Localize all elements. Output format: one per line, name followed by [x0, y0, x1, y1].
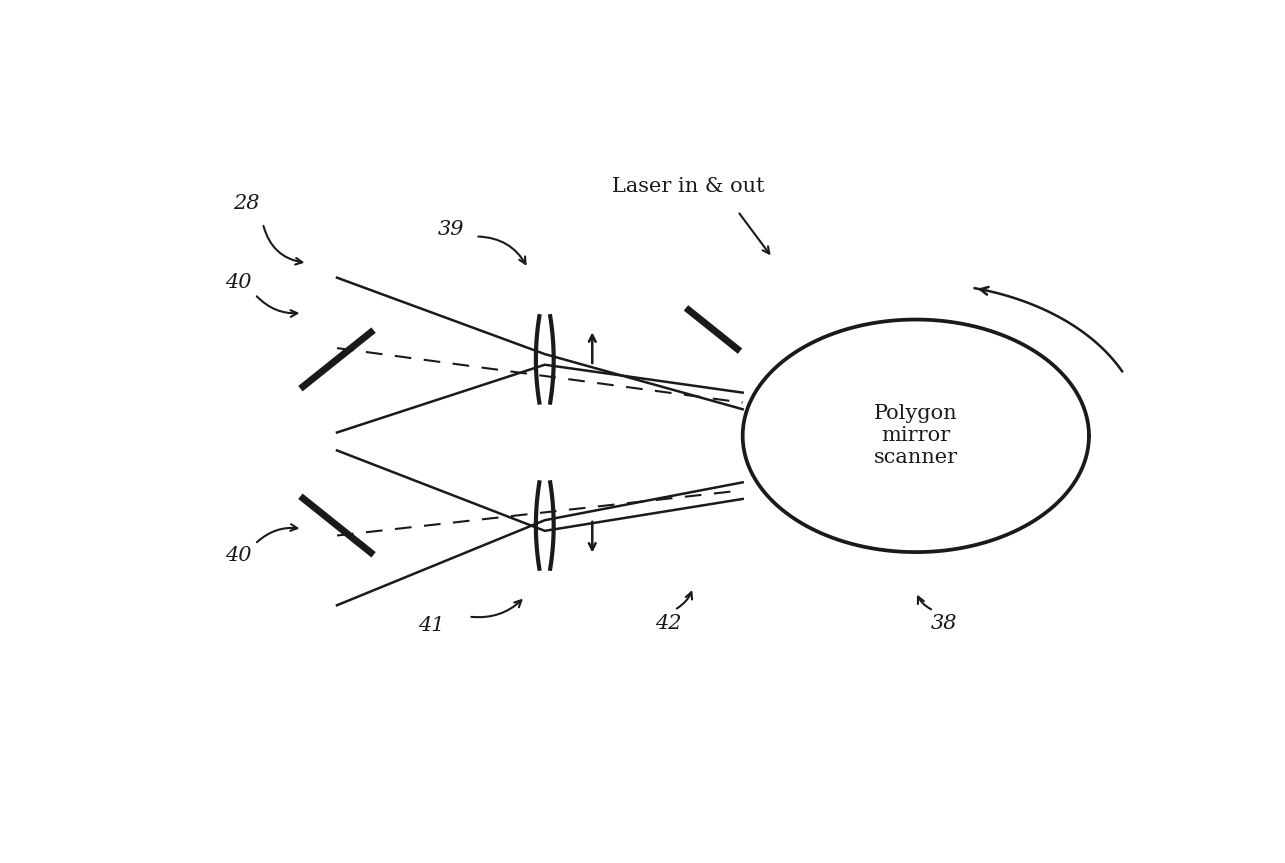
Text: 40: 40 [225, 274, 252, 293]
Text: 40: 40 [225, 546, 252, 565]
Text: 28: 28 [233, 193, 260, 213]
Text: 42: 42 [655, 614, 682, 633]
Text: 41: 41 [418, 615, 445, 634]
Text: Laser in & out: Laser in & out [612, 177, 765, 196]
Text: Polygon
mirror
scanner: Polygon mirror scanner [874, 404, 957, 468]
Text: 39: 39 [437, 220, 464, 239]
Text: 38: 38 [930, 614, 957, 633]
